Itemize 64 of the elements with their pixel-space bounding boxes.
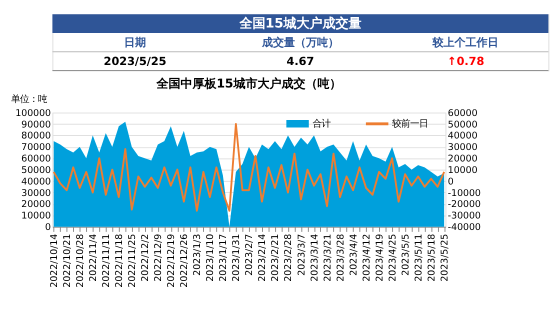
y2-tick-label: 10000 xyxy=(448,164,478,176)
x-tick-label: 2023/5/5 xyxy=(400,234,412,276)
chart-title: 全国中厚板15城市大户成交（吨） xyxy=(155,76,342,90)
x-tick-label: 2023/2/28 xyxy=(283,234,294,282)
y-axis-title: 单位：吨 xyxy=(10,94,47,105)
x-tick-label: 2023/1/10 xyxy=(205,234,216,282)
text: 4.67 xyxy=(286,54,314,68)
x-tick-label: 2022/12/26 xyxy=(179,234,190,288)
y-tick-label: 20000 xyxy=(21,199,52,210)
x-tick-label: 2022/11/25 xyxy=(127,234,138,288)
x-tick-label: 2023/2/7 xyxy=(244,234,256,276)
text: ↑0.78 xyxy=(447,54,484,68)
x-tick-label: 2023/1/3 xyxy=(192,234,204,276)
x-tick-label: 2023/3/7 xyxy=(296,234,308,276)
x-tick-label: 2023/5/18 xyxy=(426,234,438,282)
y-tick-label: 100000 xyxy=(15,108,52,119)
legend-label: 较前一日 xyxy=(392,118,428,130)
x-tick-label: 2023/5/11 xyxy=(413,234,424,282)
x-tick-label: 2023/1/17 xyxy=(218,234,230,282)
y2-tick-label: 30000 xyxy=(448,142,478,154)
y-tick-label: 40000 xyxy=(21,176,52,188)
x-tick-label: 2022/11/18 xyxy=(114,234,126,288)
x-tick-label: 2023/4/12 xyxy=(361,234,372,282)
x-tick-label: 2023/3/28 xyxy=(335,234,346,282)
y2-tick-label: 50000 xyxy=(448,119,478,130)
text: 日期 xyxy=(124,36,146,50)
x-tick-label: 2022/11/4 xyxy=(88,234,100,282)
y-tick-label: 10000 xyxy=(21,210,52,222)
x-tick-label: 2023/4/4 xyxy=(348,234,360,276)
y-tick-label: 0 xyxy=(45,222,52,234)
y-tick-label: 60000 xyxy=(21,154,52,165)
text: 成交量（万吨） xyxy=(260,36,339,50)
text: 较上个工作日 xyxy=(432,36,499,50)
legend-label: 合计 xyxy=(312,118,331,130)
y-tick-label: 80000 xyxy=(21,130,52,142)
x-tick-label: 2023/2/14 xyxy=(257,234,268,282)
y2-tick-label: 60000 xyxy=(448,108,478,119)
y2-tick-label: -20000 xyxy=(448,199,481,210)
x-tick-label: 2022/10/21 xyxy=(62,234,73,288)
x-tick-label: 2022/10/28 xyxy=(75,234,86,288)
x-tick-label: 2022/11/11 xyxy=(101,234,112,288)
x-tick-label: 2022/12/19 xyxy=(166,234,178,288)
y-tick-label: 90000 xyxy=(21,119,52,130)
x-tick-label: 2023/2/21 xyxy=(270,234,282,282)
text: 2023/5/25 xyxy=(104,54,167,68)
x-tick-label: 2023/3/14 xyxy=(309,234,320,282)
x-tick-label: 2023/3/21 xyxy=(322,234,334,282)
x-tick-label: 2022/12/9 xyxy=(153,234,164,282)
y2-tick-label: -40000 xyxy=(448,222,481,234)
x-tick-label: 2023/4/25 xyxy=(387,234,398,282)
y2-tick-label: -10000 xyxy=(448,188,481,199)
y-tick-label: 70000 xyxy=(21,142,52,154)
y2-tick-label: 40000 xyxy=(448,130,478,142)
x-tick-label: 2022/10/14 xyxy=(48,234,60,288)
y-tick-label: 50000 xyxy=(21,164,52,176)
x-tick-label: 2023/5/25 xyxy=(439,234,450,282)
x-tick-label: 2022/12/2 xyxy=(140,234,152,282)
y2-tick-label: 0 xyxy=(448,176,454,188)
text: 全国15城大户成交量 xyxy=(238,15,362,32)
x-tick-label: 2023/1/31 xyxy=(231,234,242,282)
y2-tick-label: 20000 xyxy=(448,154,478,165)
y2-tick-label: -30000 xyxy=(448,210,481,222)
x-tick-label: 2023/4/19 xyxy=(374,234,386,282)
y-tick-label: 30000 xyxy=(21,188,52,199)
